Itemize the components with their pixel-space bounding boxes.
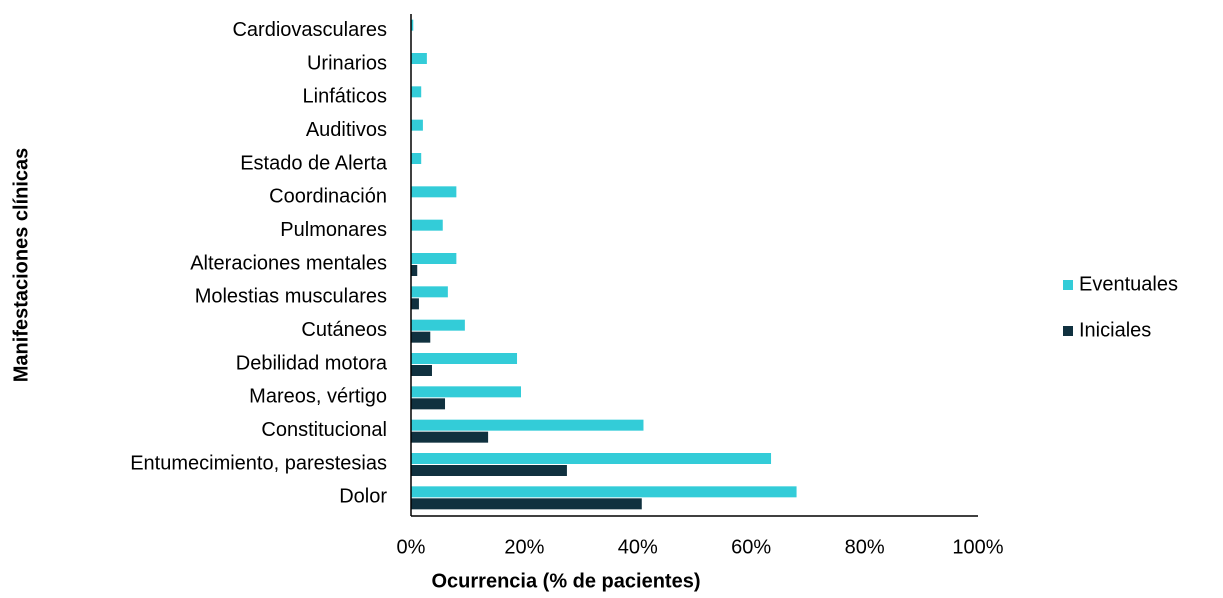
bar bbox=[411, 286, 448, 298]
bar bbox=[411, 365, 432, 376]
x-tick-label: 20% bbox=[504, 536, 544, 558]
y-tick-label: Mareos, vértigo bbox=[249, 386, 387, 408]
bar bbox=[411, 453, 772, 464]
bar bbox=[411, 419, 644, 431]
bar bbox=[411, 431, 489, 443]
legend-swatch bbox=[1063, 280, 1073, 290]
bar bbox=[411, 486, 797, 498]
x-axis-label: Ocurrencia (% de pacientes) bbox=[432, 570, 701, 592]
bar bbox=[411, 298, 419, 310]
y-tick-label: Pulmonares bbox=[280, 219, 387, 241]
y-tick-label: Molestias musculares bbox=[195, 286, 387, 308]
bar bbox=[411, 19, 414, 31]
legend-label: Iniciales bbox=[1079, 319, 1151, 341]
bar bbox=[411, 219, 443, 231]
y-tick-label: Urinarios bbox=[307, 52, 387, 74]
x-tick-label: 0% bbox=[397, 536, 426, 558]
y-tick-label: Entumecimiento, parestesias bbox=[130, 452, 387, 474]
y-axis-label: Manifestaciones clínicas bbox=[10, 148, 32, 383]
bar bbox=[411, 353, 518, 364]
y-tick-label: Coordinación bbox=[269, 186, 387, 208]
bar bbox=[411, 498, 642, 510]
x-tick-label: 40% bbox=[618, 536, 658, 558]
bar bbox=[411, 398, 446, 410]
x-tick-label: 60% bbox=[731, 536, 771, 558]
bar bbox=[411, 53, 427, 64]
y-tick-label: Auditivos bbox=[306, 119, 387, 141]
y-tick-label: Cutáneos bbox=[301, 319, 387, 341]
bar bbox=[411, 86, 422, 98]
bar bbox=[411, 253, 457, 264]
bar bbox=[411, 386, 521, 398]
y-tick-label: Estado de Alerta bbox=[240, 152, 388, 174]
legend-swatch bbox=[1063, 326, 1073, 336]
bar bbox=[411, 319, 465, 331]
bar bbox=[411, 465, 567, 476]
y-tick-label: Constitucional bbox=[261, 419, 387, 441]
y-tick-label: Linfáticos bbox=[303, 86, 388, 108]
x-tick-label: 100% bbox=[952, 536, 1003, 558]
y-tick-label: Alteraciones mentales bbox=[190, 252, 387, 274]
legend-label: Eventuales bbox=[1079, 273, 1178, 295]
bar bbox=[411, 265, 418, 276]
x-tick-label: 80% bbox=[845, 536, 885, 558]
bar bbox=[411, 153, 422, 164]
bar bbox=[411, 119, 423, 131]
y-tick-label: Cardiovasculares bbox=[232, 19, 387, 41]
bar bbox=[411, 331, 431, 343]
y-tick-label: Dolor bbox=[339, 486, 387, 508]
y-tick-label: Debilidad motora bbox=[236, 352, 388, 374]
bar bbox=[411, 186, 457, 198]
